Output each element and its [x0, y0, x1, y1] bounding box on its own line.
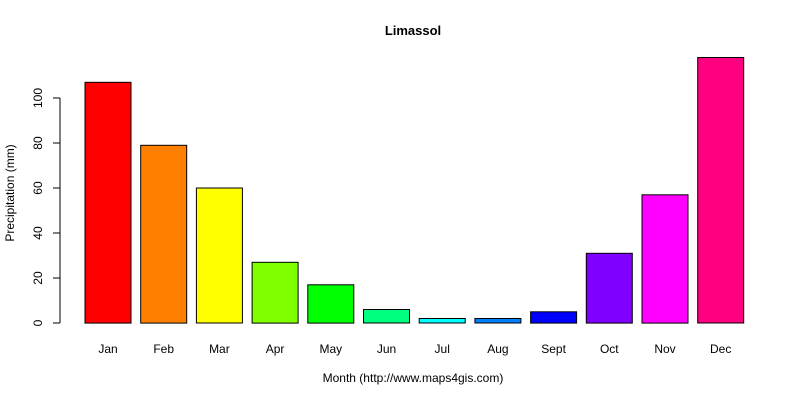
bar-aug: [474, 318, 522, 324]
bar-mar: [195, 187, 243, 324]
x-tick-label-jul: Jul: [435, 342, 450, 356]
x-tick-label-aug: Aug: [487, 342, 508, 356]
y-tick-label-100: 100: [31, 88, 45, 108]
x-tick-label-oct: Oct: [600, 342, 619, 356]
x-tick-label-sept: Sept: [541, 342, 566, 356]
x-tick-label-jun: Jun: [377, 342, 396, 356]
y-tick-label-80: 80: [31, 136, 45, 150]
y-ticks: 0 20 40 60 80 100: [31, 88, 60, 326]
bar-jan: [84, 81, 132, 324]
x-tick-labels: Jan Feb Mar Apr May Jun Jul Aug Sept Oct Nov Dec: [98, 342, 731, 356]
bar-may: [307, 284, 355, 324]
x-tick-label-feb: Feb: [153, 342, 174, 356]
bar-nov: [641, 194, 689, 324]
bar-feb: [140, 144, 188, 324]
x-tick-label-jan: Jan: [98, 342, 117, 356]
x-tick-label-mar: Mar: [209, 342, 230, 356]
y-tick-label-20: 20: [31, 271, 45, 285]
chart-title: Limassol: [385, 23, 441, 38]
y-tick-label-40: 40: [31, 226, 45, 240]
x-tick-label-may: May: [319, 342, 342, 356]
bars-group: [84, 57, 745, 324]
y-tick-label-60: 60: [31, 181, 45, 195]
y-axis-label: Precipitation (mm): [3, 144, 17, 241]
bar-dec: [697, 57, 745, 324]
bar-jun: [363, 309, 410, 324]
bar-oct: [585, 252, 633, 324]
y-axis: 0 20 40 60 80 100: [31, 88, 61, 326]
bar-jul: [418, 318, 466, 324]
x-tick-label-nov: Nov: [654, 342, 675, 356]
x-tick-label-dec: Dec: [710, 342, 731, 356]
x-axis-label: Month (http://www.maps4gis.com): [323, 371, 504, 385]
bar-sept: [530, 311, 578, 324]
x-tick-label-apr: Apr: [266, 342, 285, 356]
y-tick-label-0: 0: [31, 319, 45, 326]
bar-apr: [251, 261, 299, 324]
